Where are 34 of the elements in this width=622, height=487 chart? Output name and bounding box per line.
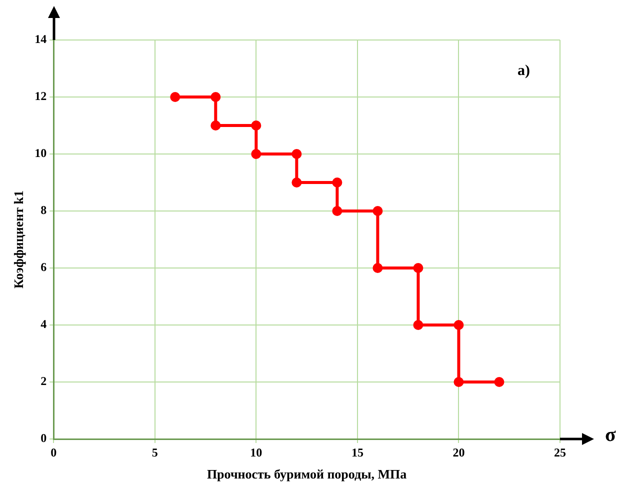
point — [413, 320, 424, 330]
x-tick-label: 0 — [50, 445, 57, 460]
y-tick-label: 8 — [40, 203, 47, 218]
point — [454, 320, 464, 330]
point — [251, 120, 262, 130]
y-axis-title: Коэффициент k1 — [11, 190, 26, 289]
y-tick-label: 12 — [34, 89, 47, 104]
point — [454, 377, 464, 387]
x-tick-label: 10 — [250, 445, 262, 460]
y-tick-label: 10 — [34, 146, 47, 160]
y-tick-label: 4 — [40, 317, 47, 332]
y-tick-label: 2 — [40, 374, 47, 388]
point — [292, 178, 302, 188]
x-axis-title: Прочность буримой породы, МПа — [206, 466, 408, 482]
x-tick-label: 5 — [152, 445, 158, 460]
y-tick-label: 14 — [34, 32, 47, 46]
point — [251, 149, 262, 159]
x-tick-label: 20 — [452, 445, 465, 460]
point — [413, 263, 424, 273]
y-tick-label: 6 — [40, 260, 47, 274]
annotation: а) — [518, 63, 530, 79]
point — [210, 120, 221, 130]
point — [292, 149, 302, 159]
point — [170, 92, 180, 102]
text: σ — [605, 424, 616, 446]
point — [372, 263, 383, 273]
point — [494, 377, 504, 387]
y-tick-label: 0 — [40, 431, 47, 446]
x-tick-label: 25 — [554, 445, 566, 460]
point — [332, 206, 342, 216]
point — [372, 206, 383, 216]
x-tick-label: 15 — [351, 445, 364, 460]
point — [332, 178, 342, 188]
point — [210, 92, 221, 102]
